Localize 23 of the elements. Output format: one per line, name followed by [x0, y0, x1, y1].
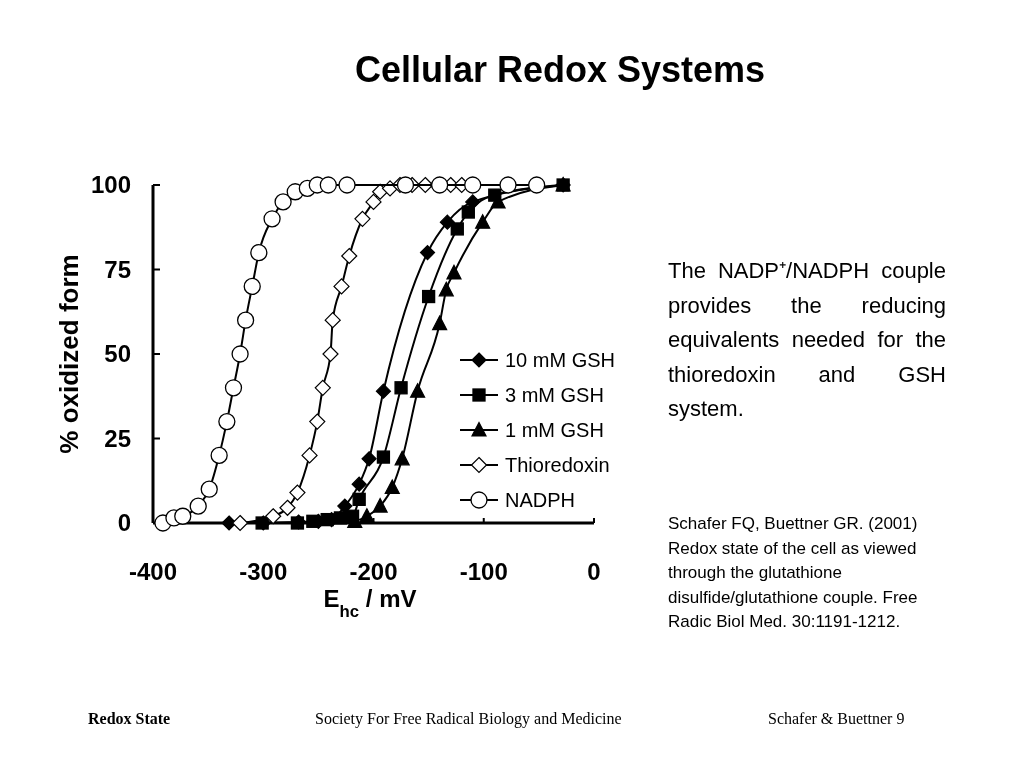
x-tick-label: -400: [128, 558, 178, 585]
text: Schafer FQ, Buettner GR. (2001) Redox state of the cell as viewed through the glutathione disulfide/glutathione couple. Free Radic Biol Med. 30:1191-1212.: [668, 514, 918, 631]
legend-label: 10 mM GSH: [505, 349, 616, 371]
y-tick-label: 25: [104, 424, 131, 452]
y-tick-label: 0: [117, 509, 131, 537]
y-tick-label: 100: [90, 171, 131, 199]
y-tick-label: 50: [104, 340, 131, 368]
legend-label: Thioredoxin: [505, 454, 610, 476]
x-tick-label: 0: [587, 558, 601, 585]
legend-label: 3 mM GSH: [505, 384, 604, 406]
x-axis-title: E$_{hc}$ / mV: [323, 585, 417, 621]
text: Schafer & Buettner 9: [768, 710, 905, 727]
legend-label: 1 mM GSH: [505, 419, 604, 441]
y-axis-title: % oxidized form: [54, 254, 84, 454]
legend-label: NADPH: [505, 489, 576, 511]
x-tick-label: -300: [239, 558, 288, 585]
y-tick-label: 75: [104, 255, 131, 283]
text: Redox State: [88, 710, 171, 727]
text: The NADP⁺/NADPH couple provides the reducing equivalents needed for the thioredoxin and GSH system.: [668, 258, 947, 421]
text: Society For Free Radical Biology and Medicine: [315, 710, 622, 728]
chart-title: Cellular Redox Systems: [354, 49, 766, 90]
x-tick-label: -200: [349, 558, 398, 585]
x-tick-label: -100: [459, 558, 508, 585]
